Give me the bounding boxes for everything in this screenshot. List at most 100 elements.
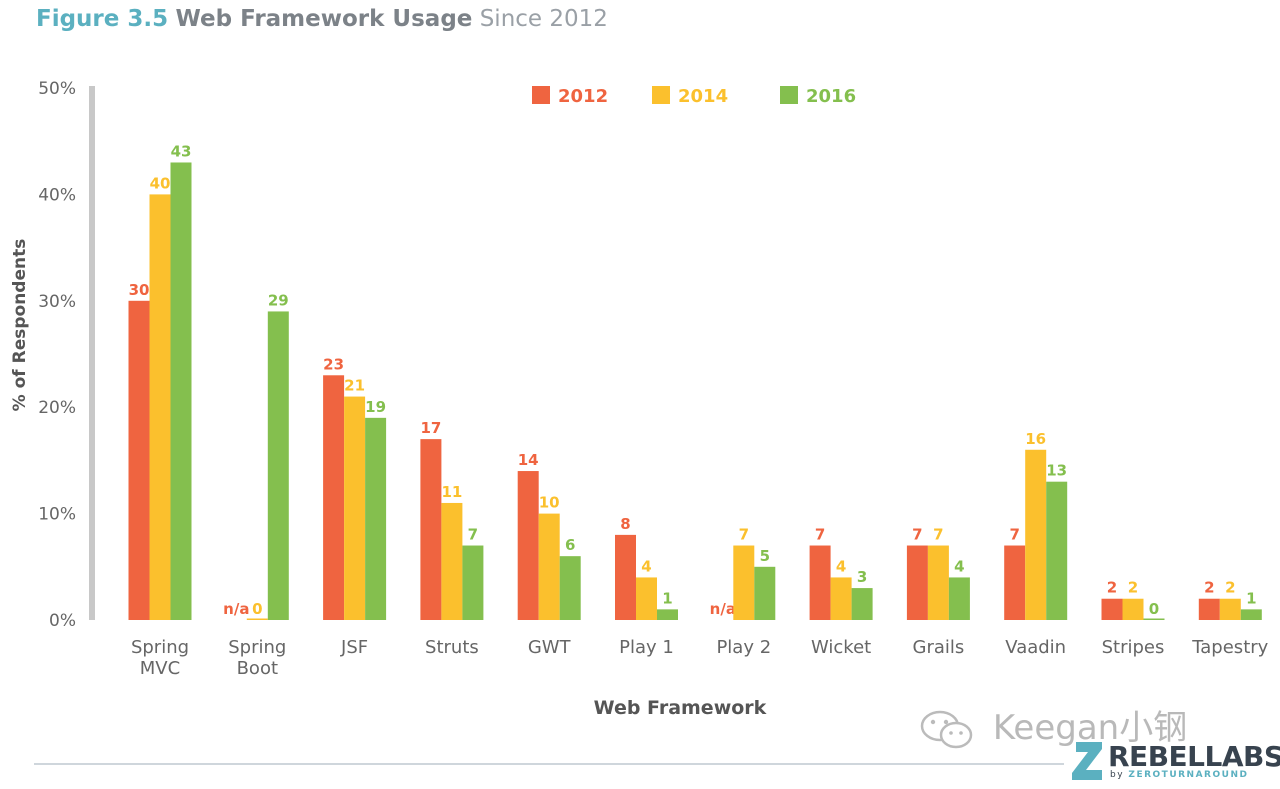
data-label-2014: 11 — [441, 483, 462, 501]
bar-2014 — [149, 194, 171, 620]
y-tick-label: 20% — [38, 398, 76, 418]
bar-2016 — [559, 556, 581, 620]
data-label-2012: 30 — [129, 281, 150, 299]
legend-label-2016: 2016 — [806, 86, 856, 107]
data-label-2014: 2 — [1128, 579, 1138, 597]
figure-label: Figure 3.5 — [36, 6, 169, 32]
bar-2012 — [1198, 598, 1220, 620]
bar-2014 — [1122, 598, 1144, 620]
y-tick-label: 50% — [38, 79, 76, 99]
legend-label-2012: 2012 — [558, 86, 608, 107]
bar-2016 — [1046, 481, 1068, 620]
bar-2012 — [615, 534, 636, 620]
legend-swatch-2016 — [780, 86, 798, 104]
data-label-2014: 7 — [933, 526, 943, 544]
main-title: Web Framework Usage — [175, 6, 473, 32]
bar-2016 — [462, 545, 484, 620]
x-tick-label: Vaadin — [1005, 637, 1066, 658]
bar-2016 — [948, 577, 970, 620]
x-tick-label: Spring — [228, 637, 286, 658]
logo-by: by — [1110, 770, 1125, 780]
bar-2016 — [657, 609, 678, 620]
x-tick-label: Wicket — [811, 637, 871, 658]
bar-2016 — [754, 566, 776, 620]
x-tick-label: JSF — [340, 637, 368, 658]
y-tick-label: 30% — [38, 292, 76, 312]
watermark: Keegan小钢 — [918, 700, 1187, 752]
bar-2012 — [1004, 545, 1026, 620]
y-tick-label: 10% — [38, 505, 76, 525]
bar-2012 — [323, 375, 345, 620]
data-label-2014: 21 — [344, 377, 365, 395]
data-label-2012: 17 — [420, 419, 441, 437]
data-label-2014: 4 — [641, 557, 651, 575]
data-label-2012: 7 — [1009, 526, 1019, 544]
data-label-2014: 10 — [539, 494, 560, 512]
logo-company: ZEROTURNAROUND — [1128, 770, 1249, 780]
data-label-2012: n/a — [710, 600, 736, 618]
bar-2014 — [1025, 449, 1047, 620]
bar-2016 — [1143, 618, 1165, 620]
x-axis-title: Web Framework — [594, 697, 767, 719]
wechat-icon — [920, 710, 973, 748]
bar-2012 — [1101, 598, 1123, 620]
x-tick-label: GWT — [528, 637, 572, 658]
bar-2014 — [830, 577, 852, 620]
x-tick-label: Grails — [913, 637, 965, 658]
y-tick-label: 40% — [38, 185, 76, 205]
chart-title: Figure 3.5 Web Framework Usage Since 201… — [36, 6, 608, 32]
data-label-2016: 1 — [662, 589, 672, 607]
bar-2014 — [636, 577, 657, 620]
data-label-2014: 40 — [150, 174, 171, 192]
legend-swatch-2014 — [652, 86, 670, 104]
data-label-2012: 7 — [912, 526, 922, 544]
data-label-2012: 8 — [620, 515, 630, 533]
bar-2014 — [344, 396, 366, 620]
bar-2014 — [927, 545, 949, 620]
x-tick-label: Boot — [237, 658, 278, 679]
data-label-2014: 7 — [739, 526, 749, 544]
bar-2012 — [128, 300, 150, 620]
rebellabs-z-icon — [1072, 742, 1102, 780]
x-tick-label: Spring — [131, 637, 189, 658]
y-tick-label: 0% — [49, 611, 76, 631]
data-label-2012: 7 — [815, 526, 825, 544]
bar-2012 — [906, 545, 928, 620]
bar-2014 — [538, 513, 560, 620]
bar-chart: 0% 10% 20% 30% 40% 50% % of Respondents Web Fra… — [10, 79, 1269, 719]
legend-label-2014: 2014 — [678, 86, 728, 107]
bar-2014 — [246, 618, 268, 620]
data-label-2016: 6 — [565, 536, 575, 554]
data-label-2012: n/a — [223, 600, 249, 618]
data-label-2014: 16 — [1025, 430, 1046, 448]
data-label-2014: 0 — [252, 600, 262, 618]
data-label-2016: 29 — [268, 291, 289, 309]
data-label-2012: 23 — [323, 355, 344, 373]
bar-2016 — [365, 417, 387, 620]
bar-2016 — [1240, 609, 1262, 620]
bar-2016 — [267, 311, 289, 620]
bar-2014 — [1219, 598, 1241, 620]
x-tick-label: Stripes — [1102, 637, 1165, 658]
data-label-2016: 7 — [468, 526, 478, 544]
data-label-2016: 4 — [954, 557, 964, 575]
bottom-divider — [34, 763, 1064, 765]
x-tick-label: MVC — [140, 658, 180, 679]
data-label-2016: 19 — [365, 398, 386, 416]
data-label-2016: 3 — [857, 568, 867, 586]
data-label-2016: 43 — [171, 142, 192, 160]
data-label-2014: 2 — [1225, 579, 1235, 597]
x-tick-label: Struts — [425, 637, 479, 658]
logo-name: REBELLABS — [1108, 740, 1280, 773]
bar-2014 — [733, 545, 755, 620]
bar-2012 — [517, 471, 539, 620]
bar-2016 — [170, 162, 192, 621]
y-axis-title: % of Respondents — [10, 239, 30, 412]
watermark-text: Keegan小钢 — [992, 708, 1188, 748]
data-label-2014: 4 — [836, 557, 846, 575]
data-label-2012: 14 — [518, 451, 539, 469]
bar-2016 — [851, 588, 873, 620]
bar-2014 — [441, 502, 463, 620]
data-label-2016: 1 — [1246, 589, 1256, 607]
bar-2012 — [809, 545, 831, 620]
